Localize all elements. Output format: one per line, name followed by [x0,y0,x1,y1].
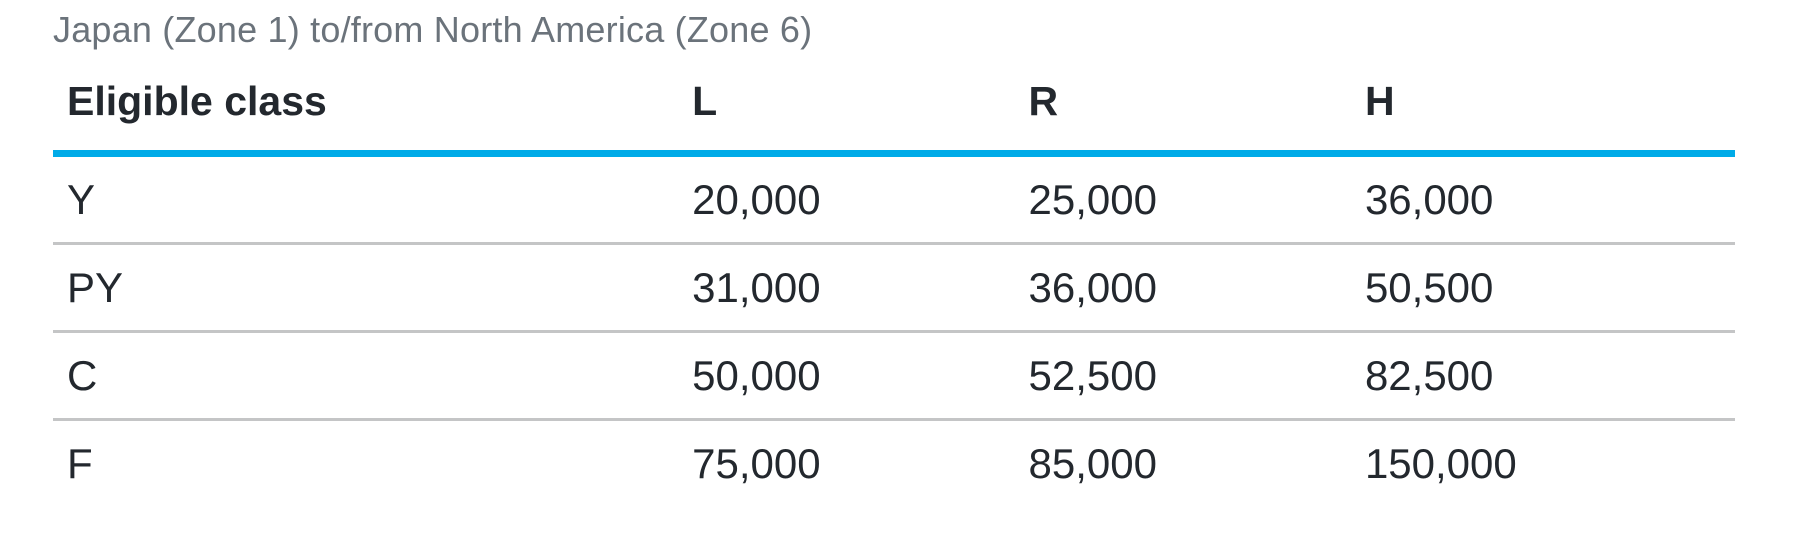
cell-h-value: 50,500 [1364,243,1735,333]
award-chart-section: Japan (Zone 1) to/from North America (Zo… [53,9,1735,506]
col-header-h: H [1364,53,1735,157]
cell-h-value: 150,000 [1364,439,1517,487]
table-row-py: PY 31,000 36,000 50,500 [53,243,1735,333]
award-table: Eligible class L R H Y 20,000 25,000 36,… [53,53,1735,506]
cell-l-value: 50,000 [692,331,1029,421]
cell-class: PY [53,243,693,333]
col-header-eligible-class: Eligible class [53,53,693,157]
cell-l-value: 75,000 [692,439,821,487]
table-row-f: F 75,000 85,000 150,000 [53,420,1735,507]
section-title: Japan (Zone 1) to/from North America (Zo… [53,9,813,50]
cell-h-value: 36,000 [1364,153,1735,245]
cell-class: F [67,439,93,487]
cell-l-value: 31,000 [692,243,1029,333]
cell-r-value: 52,500 [1028,331,1365,421]
cell-class: Y [53,153,693,245]
cell-class: C [53,331,693,421]
cell-h-value: 82,500 [1364,331,1735,421]
header-row: Eligible class L R H [53,53,1735,157]
col-header-r: R [1028,53,1365,157]
col-header-l: L [692,53,1029,157]
cell-r-value: 25,000 [1028,153,1365,245]
cell-l-value: 20,000 [692,153,1029,245]
table-row-c: C 50,000 52,500 82,500 [53,331,1735,421]
table-row-y: Y 20,000 25,000 36,000 [53,153,1735,245]
cell-r-value: 36,000 [1028,243,1365,333]
cell-r-value: 85,000 [1028,439,1158,487]
